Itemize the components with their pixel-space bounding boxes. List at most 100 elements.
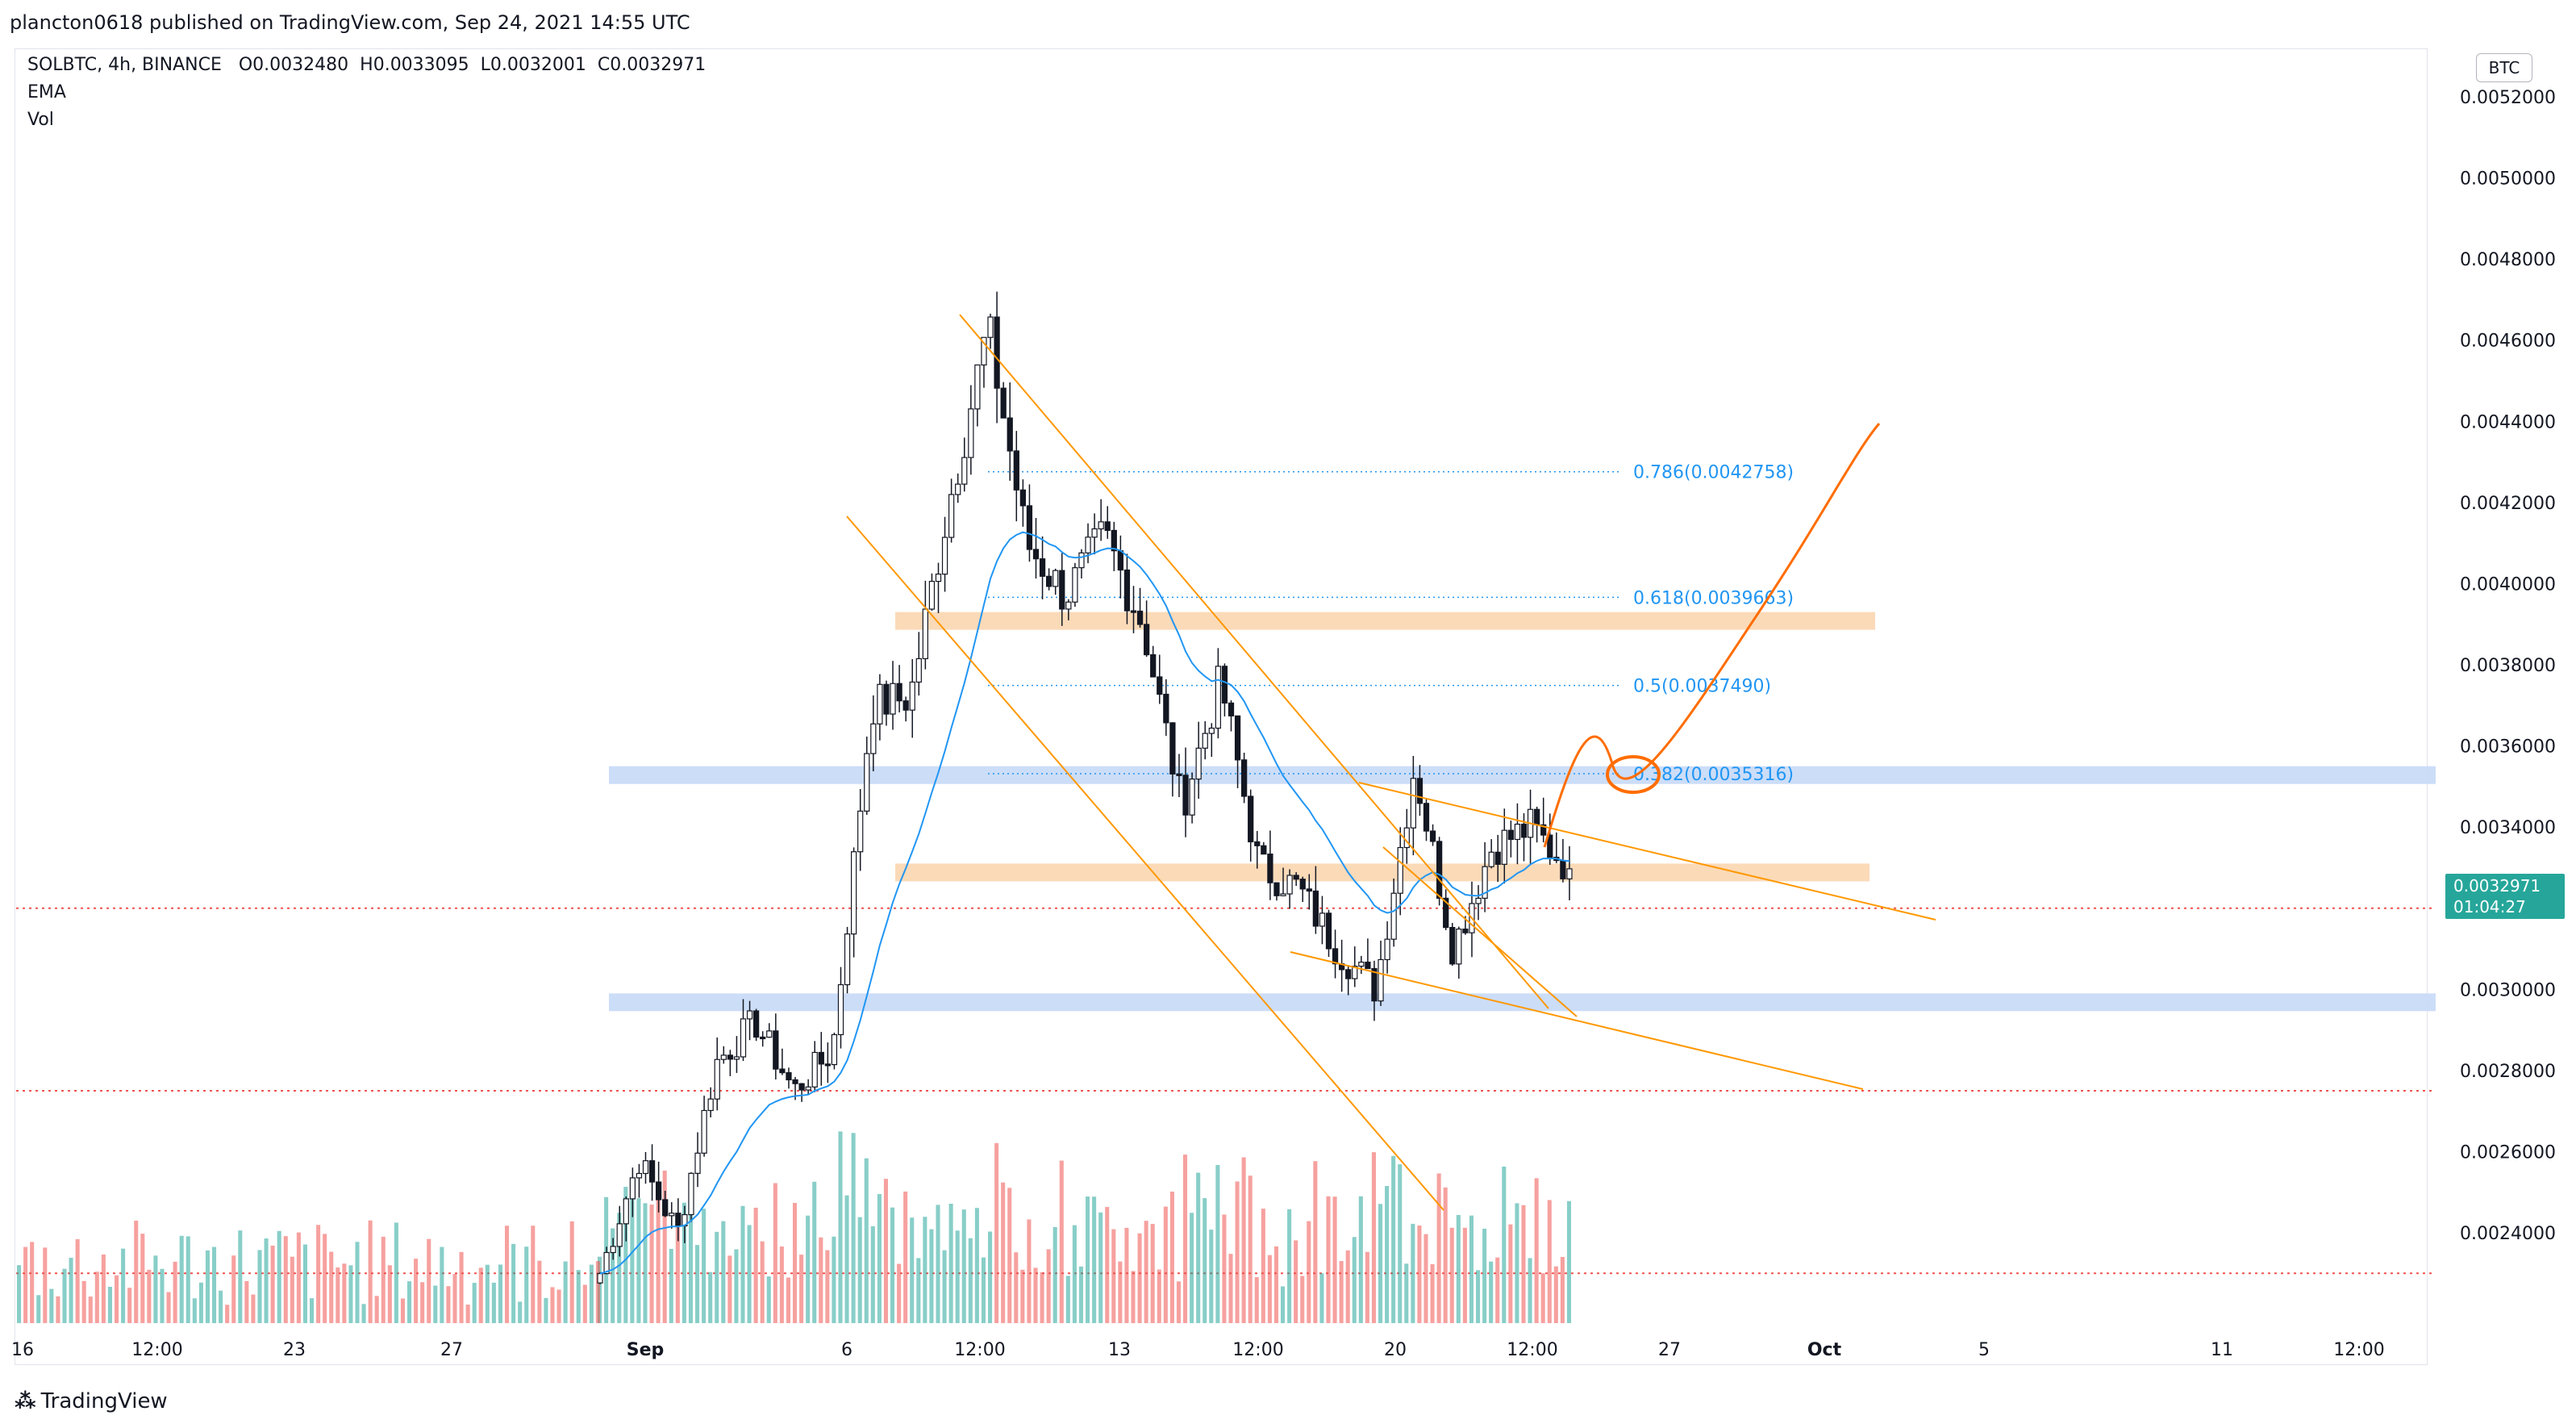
volume-bar	[264, 1238, 269, 1323]
candle-body	[928, 580, 936, 610]
candle	[1248, 789, 1254, 862]
volume-bar	[17, 1265, 22, 1323]
candle	[1228, 700, 1235, 732]
volume-bar	[1300, 1276, 1305, 1323]
candle	[1182, 747, 1189, 837]
candle-body	[1384, 938, 1390, 961]
volume-bar	[225, 1305, 230, 1323]
candle	[1136, 587, 1144, 628]
volume-bar	[727, 1255, 732, 1323]
legend-vol[interactable]: Vol	[27, 110, 54, 130]
currency-button[interactable]: BTC	[2476, 53, 2532, 82]
candle-body	[1416, 778, 1423, 804]
candle	[1111, 521, 1117, 571]
volume-bar	[844, 1195, 849, 1323]
volume-bar	[961, 1209, 966, 1323]
volume-bar	[569, 1221, 574, 1323]
volume-bar	[283, 1236, 288, 1323]
candle	[1332, 929, 1339, 979]
candle	[720, 1046, 727, 1064]
candle-body	[883, 683, 890, 715]
volume-bar	[348, 1265, 353, 1323]
volume-bar	[518, 1301, 523, 1323]
candle-body	[746, 1010, 753, 1020]
volume-bar	[1339, 1261, 1344, 1323]
candle	[1306, 874, 1312, 910]
candle-body	[1098, 521, 1104, 530]
candle-body	[675, 1213, 682, 1227]
time-tick-7: 13	[1108, 1340, 1131, 1360]
volume-bar	[1190, 1213, 1194, 1323]
volume-bar	[1489, 1261, 1494, 1323]
chart-pane[interactable]	[15, 48, 2428, 1365]
candle	[864, 736, 870, 815]
candle	[1547, 813, 1553, 865]
volume-bar	[505, 1225, 510, 1323]
candle-body	[1352, 965, 1358, 979]
volume-bar	[414, 1259, 419, 1323]
candle	[669, 1202, 675, 1229]
volume-bar	[310, 1298, 315, 1323]
candle	[818, 1032, 824, 1086]
volume-bar	[1086, 1196, 1090, 1323]
candle	[701, 1096, 707, 1157]
candle	[1117, 535, 1124, 599]
candle-body	[720, 1054, 727, 1060]
candle-body	[1013, 450, 1019, 491]
volume-bar	[1254, 1276, 1259, 1323]
candle-body	[1371, 967, 1378, 1002]
candle	[805, 1079, 811, 1096]
volume-bar	[498, 1264, 502, 1323]
candle	[1397, 827, 1403, 916]
volume-bar	[127, 1288, 132, 1323]
candle-body	[805, 1086, 811, 1091]
candle-body	[1507, 829, 1515, 841]
volume-bar	[173, 1261, 177, 1323]
candle	[655, 1161, 662, 1213]
candle-body	[662, 1199, 669, 1217]
legend-ema[interactable]: EMA	[27, 82, 66, 102]
candle-body	[1423, 803, 1430, 832]
candle	[902, 696, 909, 722]
candle	[1501, 808, 1507, 884]
footer-brand[interactable]: ⁂ TradingView	[15, 1389, 168, 1413]
candle	[727, 1050, 733, 1076]
candle-body	[669, 1213, 675, 1217]
volume-bar	[537, 1260, 542, 1323]
candle-body	[890, 683, 896, 715]
projection-curve	[1543, 423, 1881, 848]
candle	[1423, 799, 1430, 841]
volume-bar	[407, 1281, 412, 1323]
candle	[1358, 955, 1365, 975]
volume-bar	[323, 1234, 327, 1323]
volume-bar	[43, 1247, 48, 1323]
candle-body	[1286, 875, 1293, 895]
candle-body	[1436, 841, 1443, 899]
volume-bar	[708, 1271, 713, 1323]
volume-bar	[1391, 1155, 1396, 1323]
candle	[733, 1036, 740, 1073]
candle-body	[1202, 733, 1208, 749]
candle	[1215, 648, 1222, 739]
zones-layer	[609, 612, 2436, 1012]
candle-body	[1443, 897, 1449, 929]
volume-bar	[147, 1269, 152, 1323]
volume-bar	[192, 1298, 197, 1323]
candle-body	[1280, 893, 1286, 896]
candle	[1540, 797, 1547, 843]
volume-bar	[630, 1192, 635, 1323]
volume-bar	[219, 1290, 223, 1323]
candle-body	[1449, 926, 1456, 965]
candle	[1456, 926, 1462, 979]
volume-bar	[1326, 1196, 1331, 1323]
candle	[935, 562, 942, 613]
candle	[1234, 715, 1241, 788]
candle-body	[603, 1251, 610, 1275]
volume-bar	[511, 1243, 516, 1323]
volume-bar	[1476, 1270, 1481, 1323]
candle-body	[1501, 829, 1507, 865]
volume-bar	[857, 1217, 862, 1323]
tradingview-logo-icon: ⁂	[15, 1389, 36, 1413]
volume-bar	[1248, 1175, 1253, 1323]
